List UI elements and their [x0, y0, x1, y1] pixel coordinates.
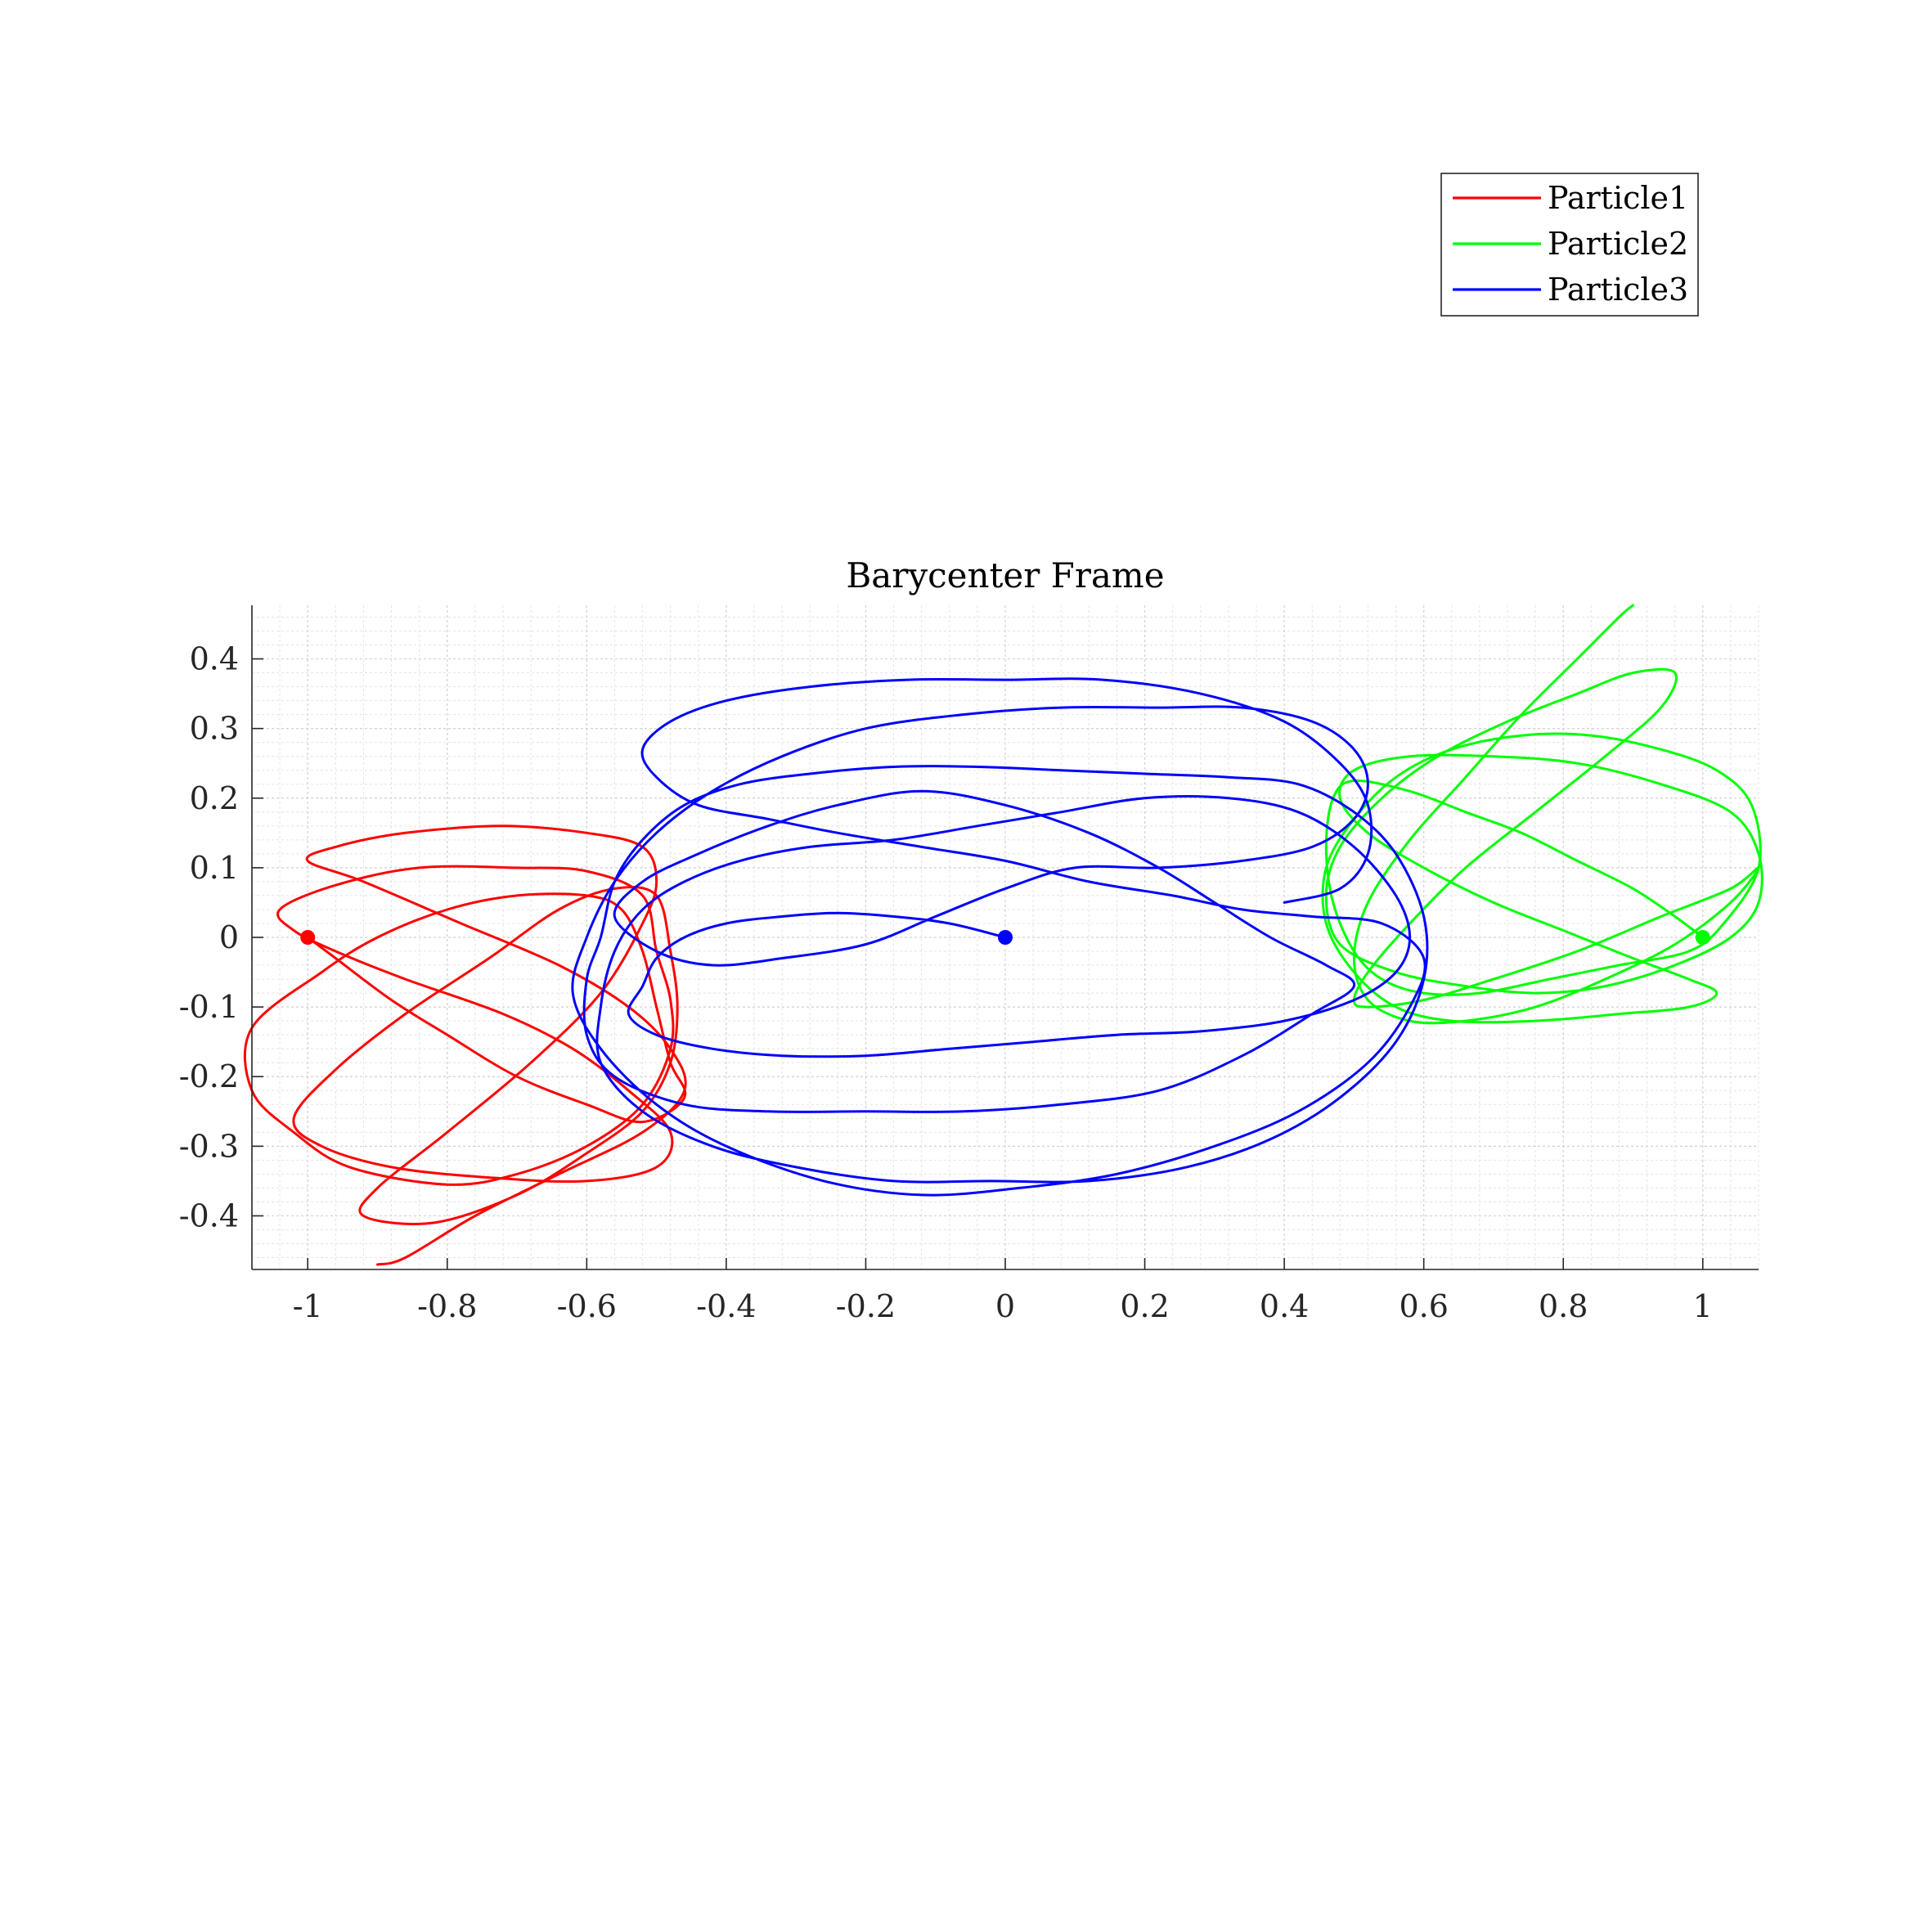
x-tick-label: 0.4 [1260, 1288, 1309, 1324]
x-tick-label: 0 [995, 1288, 1015, 1324]
chart-title: Barycenter Frame [846, 555, 1164, 595]
legend-label-particle3: Particle3 [1548, 272, 1688, 308]
y-tick-label: 0.1 [190, 850, 239, 886]
start-marker-particle2 [1695, 930, 1710, 945]
x-tick-label: -1 [293, 1288, 323, 1324]
y-tick-label: -0.1 [179, 989, 239, 1025]
start-marker-particle3 [998, 930, 1013, 945]
x-tick-label: 0.6 [1399, 1288, 1448, 1324]
x-tick-label: -0.8 [417, 1288, 477, 1324]
y-tick-label: 0.2 [190, 780, 239, 816]
x-ticks: -1 -0.8 -0.6 -0.4 -0.2 0 0.2 0.4 0.6 0.8 1 [293, 1258, 1713, 1324]
y-tick-label: 0.4 [190, 641, 239, 677]
plot-area: -1 -0.8 -0.6 -0.4 -0.2 0 0.2 0.4 0.6 0.8 1 -0.4-0.… [179, 604, 1764, 1324]
trajectory-layer [243, 604, 1764, 1266]
y-ticks: -0.4 -0.3 -0.2 -0.1 0 0.1 0.2 0.3 0.4 [179, 641, 263, 1233]
x-tick-label: -0.2 [836, 1288, 896, 1324]
y-tick-label: -0.2 [179, 1058, 239, 1094]
legend: Particle1 Particle2 Particle3 [1440, 173, 1699, 317]
x-tick-label: 0.2 [1120, 1288, 1169, 1324]
y-tick-label: -0.4 [179, 1197, 239, 1233]
x-tick-label: 0.8 [1539, 1288, 1588, 1324]
legend-label-particle1: Particle1 [1548, 180, 1688, 216]
x-tick-label: -0.4 [696, 1288, 756, 1324]
trajectory-particle1 [243, 824, 687, 1266]
x-tick-label: -0.6 [557, 1288, 617, 1324]
start-marker-particle1 [300, 930, 316, 945]
y-tick-label: 0.3 [190, 711, 239, 747]
x-tick-label: 1 [1693, 1288, 1713, 1324]
y-tick-label: -0.3 [179, 1128, 239, 1164]
trajectory-particle2 [1321, 604, 1764, 1025]
grid [251, 605, 1759, 1269]
y-tick-label: 0 [219, 919, 239, 955]
legend-entries: Particle1 Particle2 Particle3 [1453, 180, 1688, 308]
trajectory-particle3 [571, 677, 1429, 1197]
legend-label-particle2: Particle2 [1548, 226, 1688, 262]
